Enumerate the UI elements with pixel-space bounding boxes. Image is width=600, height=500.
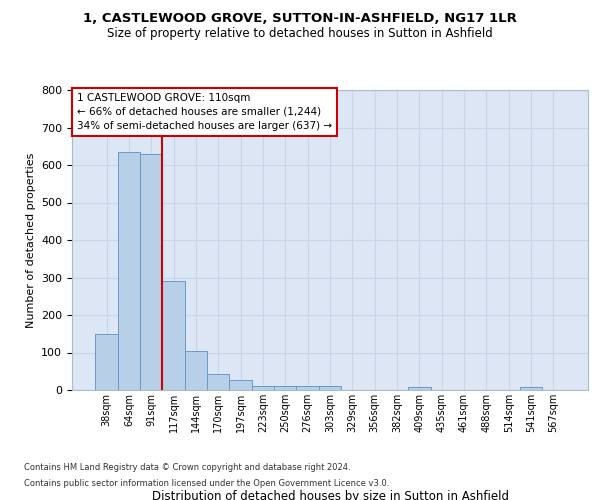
Text: 1, CASTLEWOOD GROVE, SUTTON-IN-ASHFIELD, NG17 1LR: 1, CASTLEWOOD GROVE, SUTTON-IN-ASHFIELD,… (83, 12, 517, 26)
Bar (229, 380, 252, 390)
Y-axis label: Number of detached properties: Number of detached properties (26, 152, 35, 328)
Bar (95, 334, 118, 390)
Text: Size of property relative to detached houses in Sutton in Ashfield: Size of property relative to detached ho… (107, 28, 493, 40)
Bar (185, 352, 207, 390)
Bar (319, 386, 341, 390)
Bar (163, 281, 185, 390)
Bar (296, 386, 319, 390)
Text: 1 CASTLEWOOD GROVE: 110sqm
← 66% of detached houses are smaller (1,244)
34% of s: 1 CASTLEWOOD GROVE: 110sqm ← 66% of deta… (77, 93, 332, 131)
Text: Contains HM Land Registry data © Crown copyright and database right 2024.: Contains HM Land Registry data © Crown c… (24, 464, 350, 472)
Bar (252, 386, 274, 390)
X-axis label: Distribution of detached houses by size in Sutton in Ashfield: Distribution of detached houses by size … (151, 490, 509, 500)
Bar (520, 387, 542, 390)
Text: Contains public sector information licensed under the Open Government Licence v3: Contains public sector information licen… (24, 478, 389, 488)
Bar (274, 386, 296, 390)
Bar (140, 154, 163, 390)
Bar (408, 387, 431, 390)
Bar (118, 152, 140, 390)
Bar (207, 374, 229, 390)
